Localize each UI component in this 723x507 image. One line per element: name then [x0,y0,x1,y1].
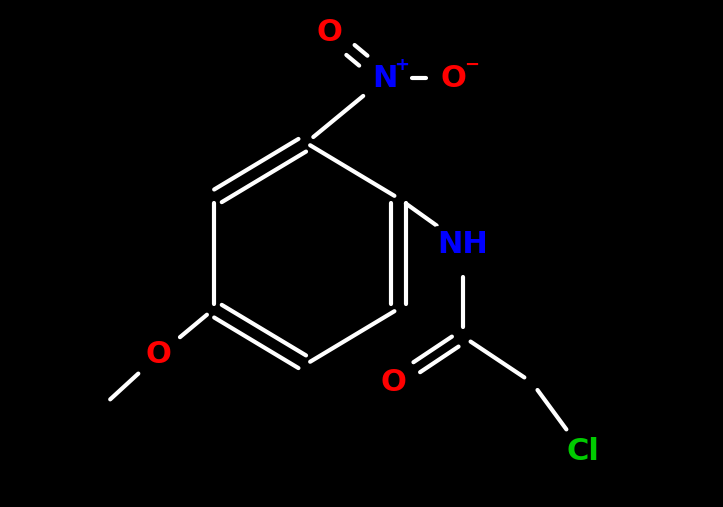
Text: O: O [316,18,342,47]
Text: −: − [463,56,479,74]
Text: N: N [372,64,397,93]
Text: O: O [441,64,466,93]
Text: O: O [381,368,407,397]
Text: NH: NH [437,230,488,259]
Text: +: + [395,56,409,74]
Text: O: O [146,340,171,370]
Text: Cl: Cl [566,437,599,466]
